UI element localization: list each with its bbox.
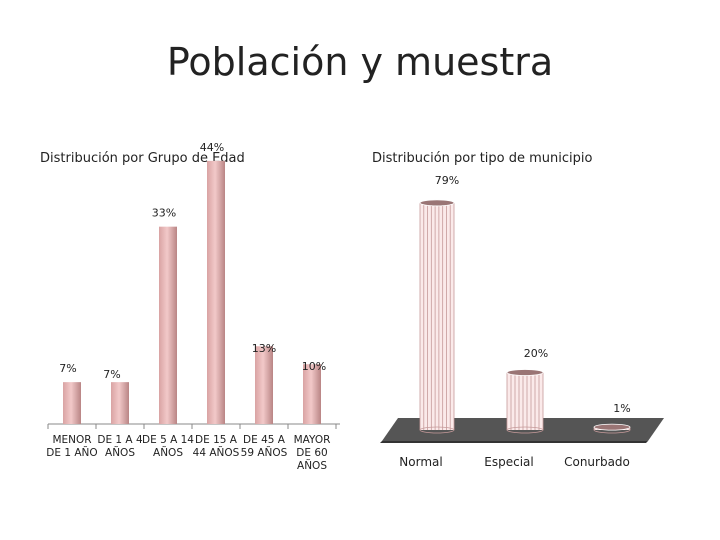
age-category-label: MAYOR: [294, 434, 331, 446]
cylinder-top: [506, 369, 544, 376]
age-bar: [63, 382, 81, 424]
municipality-value-label: 79%: [435, 174, 459, 187]
cylinder-top: [419, 199, 455, 207]
age-bar: [255, 346, 273, 424]
municipality-category-label: Especial: [484, 455, 533, 469]
age-chart-title: Distribución por Grupo de Edad: [40, 151, 245, 166]
age-category-label: DE 5 A 14: [142, 434, 194, 446]
age-bar: [303, 364, 321, 424]
age-category-label: DE 1 AÑO: [46, 446, 97, 459]
age-category-label: AÑOS: [153, 446, 183, 459]
age-bar-value-label: 7%: [59, 362, 76, 375]
age-bar-value-label: 44%: [200, 141, 224, 154]
municipality-category-label: Conurbado: [564, 455, 630, 469]
cylinder-base: [419, 426, 455, 434]
age-category-label: MENOR: [52, 434, 91, 446]
cylinder-base: [506, 426, 544, 434]
age-category-label: AÑOS: [105, 446, 135, 459]
age-category-label: DE 45 A: [243, 434, 286, 446]
age-bar: [159, 226, 177, 424]
cylinder-body: [507, 372, 543, 430]
age-bar: [111, 382, 129, 424]
age-bar-value-label: 13%: [252, 342, 276, 355]
municipality-category-label: Normal: [399, 455, 442, 469]
municipality-chart-title: Distribución por tipo de municipio: [372, 151, 593, 166]
cylinder-top: [593, 423, 631, 431]
chart-floor-edge: [380, 441, 648, 443]
age-category-label: DE 1 A 4: [97, 434, 143, 446]
age-category-label: 44 AÑOS: [193, 446, 240, 459]
age-category-label: DE 60: [296, 447, 327, 459]
cylinder-body: [420, 202, 454, 430]
municipality-value-label: 20%: [524, 347, 548, 360]
municipality-value-label: 1%: [613, 402, 630, 415]
slide-title: Población y muestra: [166, 40, 554, 84]
age-category-label: DE 15 A: [195, 434, 238, 446]
age-bar: [207, 160, 225, 424]
age-bar-value-label: 33%: [152, 207, 176, 220]
age-category-label: AÑOS: [297, 459, 327, 472]
age-bar-value-label: 10%: [302, 360, 326, 373]
age-category-label: 59 AÑOS: [241, 446, 288, 459]
age-bar-value-label: 7%: [103, 368, 120, 381]
